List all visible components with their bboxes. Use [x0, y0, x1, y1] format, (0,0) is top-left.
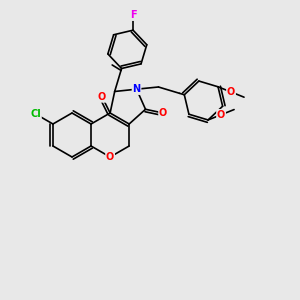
- Text: N: N: [133, 84, 141, 94]
- Text: O: O: [159, 108, 167, 118]
- Text: O: O: [106, 152, 114, 162]
- Text: O: O: [227, 87, 235, 97]
- Text: O: O: [98, 92, 106, 102]
- Text: O: O: [217, 110, 225, 120]
- Text: F: F: [130, 10, 136, 20]
- Text: Cl: Cl: [30, 109, 41, 119]
